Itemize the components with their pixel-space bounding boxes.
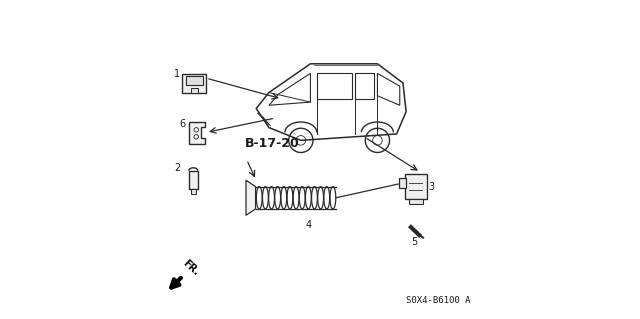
Text: 2: 2 (175, 163, 180, 173)
FancyBboxPatch shape (182, 74, 206, 93)
Text: 3: 3 (428, 182, 435, 192)
Text: 4: 4 (306, 220, 312, 230)
FancyBboxPatch shape (410, 199, 422, 204)
Text: 5: 5 (412, 237, 418, 247)
FancyBboxPatch shape (406, 174, 427, 199)
Polygon shape (246, 180, 255, 215)
FancyBboxPatch shape (189, 171, 198, 189)
FancyBboxPatch shape (191, 88, 198, 93)
FancyBboxPatch shape (191, 189, 196, 194)
Text: 6: 6 (180, 119, 186, 129)
FancyBboxPatch shape (399, 178, 406, 188)
Polygon shape (189, 122, 205, 144)
Text: B-17-20: B-17-20 (245, 137, 300, 150)
Text: S0X4-B6100 A: S0X4-B6100 A (406, 296, 470, 305)
FancyBboxPatch shape (186, 76, 203, 85)
Text: 1: 1 (174, 69, 180, 78)
Text: FR.: FR. (181, 258, 202, 278)
